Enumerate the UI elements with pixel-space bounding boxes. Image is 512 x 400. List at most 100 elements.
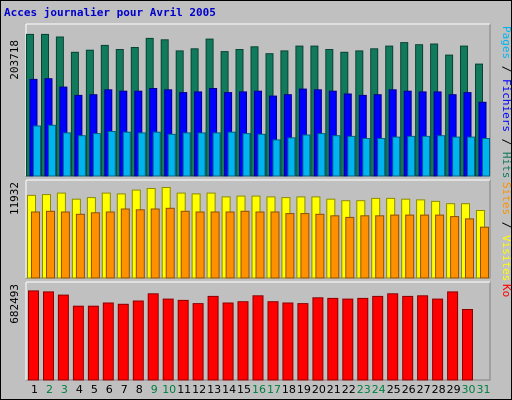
bar-pages (377, 138, 386, 177)
bar-ko (282, 302, 294, 381)
legend-entry: / (500, 132, 512, 152)
day-label: 29 (447, 383, 461, 396)
bar-ko (447, 291, 459, 381)
bar-ko (207, 295, 219, 381)
legend: Sites / Visites (500, 182, 512, 281)
bar-sites (105, 211, 115, 279)
day-label: 30 (462, 383, 476, 396)
bar-sites (150, 208, 160, 279)
bar-ko (297, 303, 309, 381)
bar-pages (152, 131, 161, 177)
bar-pages (257, 133, 266, 177)
bar-ko (342, 298, 354, 381)
bar-sites (60, 211, 70, 279)
day-label: 23 (357, 383, 371, 396)
bar-sites (345, 216, 355, 279)
day-label: 3 (61, 383, 68, 396)
bar-pages (62, 132, 71, 177)
bar-pages (197, 132, 206, 177)
bar-ko (462, 309, 473, 381)
day-label: 18 (282, 383, 296, 396)
bar-pages (242, 133, 251, 177)
legend-entry: Hits (500, 152, 512, 179)
bar-ko (147, 293, 159, 381)
legend: Pages / Fichiers / Hits (500, 26, 512, 178)
bar-sites (31, 211, 40, 279)
day-label: 2 (46, 383, 53, 396)
bar-ko (72, 305, 84, 381)
panel-2: 11932 Sites / Visites (8, 179, 512, 281)
bar-ko (417, 295, 429, 381)
bar-pages (467, 136, 475, 177)
bar-ko (162, 298, 174, 381)
day-label: 7 (121, 383, 128, 396)
bar-pages (437, 135, 446, 177)
bar-sites (255, 211, 265, 279)
bar-pages (422, 135, 431, 177)
day-label: 8 (136, 383, 143, 396)
bar-sites (165, 207, 175, 279)
day-label: 31 (477, 383, 491, 396)
day-label: 16 (252, 383, 266, 396)
bar-sites (46, 210, 55, 279)
bar-pages (212, 132, 221, 177)
bar-ko (402, 295, 414, 381)
legend-entry: / (500, 59, 512, 79)
bar-sites (435, 214, 445, 279)
bar-ko (192, 303, 204, 381)
bar-ko (177, 299, 189, 381)
bar-pages (137, 132, 146, 177)
bar-ko (327, 297, 339, 381)
bar-ko (312, 297, 324, 381)
bar-pages (482, 138, 490, 177)
day-label: 20 (312, 383, 326, 396)
legend-entry: / (500, 215, 512, 235)
bar-pages (107, 131, 116, 177)
bar-sites (240, 210, 250, 279)
legend-entry: Sites (500, 182, 512, 215)
bar-ko (387, 293, 399, 381)
day-label: 15 (237, 383, 251, 396)
legend-entry: Fichiers (500, 79, 512, 132)
bar-sites (315, 213, 325, 279)
legend: Ko (500, 284, 512, 297)
bar-sites (90, 212, 100, 279)
day-label: 27 (417, 383, 431, 396)
bar-sites (195, 211, 205, 279)
bar-pages (302, 134, 311, 177)
day-label: 25 (387, 383, 401, 396)
bar-sites (75, 213, 85, 279)
bar-pages (317, 133, 326, 177)
bar-ko (372, 295, 384, 381)
y-max-label: 682493 (8, 284, 21, 324)
bar-pages (287, 137, 296, 177)
legend-entry: Pages (500, 26, 512, 59)
day-label: 26 (402, 383, 416, 396)
chart-title: Acces journalier pour Avril 2005 (4, 6, 216, 19)
bar-pages (347, 135, 356, 177)
bar-ko (432, 298, 444, 381)
bar-sites (375, 215, 385, 279)
bar-ko (43, 291, 54, 381)
bar-pages (92, 133, 101, 177)
bar-ko (222, 302, 234, 381)
day-label: 14 (222, 383, 236, 396)
bar-sites (360, 215, 370, 279)
day-label: 13 (207, 383, 221, 396)
legend-entry: Ko (500, 284, 512, 297)
bar-ko (237, 301, 249, 381)
bar-pages (182, 132, 191, 177)
bar-sites (135, 209, 145, 279)
bar-pages (362, 138, 371, 177)
bar-pages (452, 136, 461, 177)
bar-sites (480, 226, 489, 279)
bar-ko (267, 301, 279, 381)
day-label: 12 (192, 383, 206, 396)
bar-ko (102, 302, 114, 381)
bar-sites (450, 216, 460, 279)
bar-ko (252, 295, 264, 381)
bar-pages (48, 124, 56, 177)
bar-pages (407, 135, 416, 177)
bar-pages (167, 133, 176, 177)
day-label: 22 (342, 383, 356, 396)
